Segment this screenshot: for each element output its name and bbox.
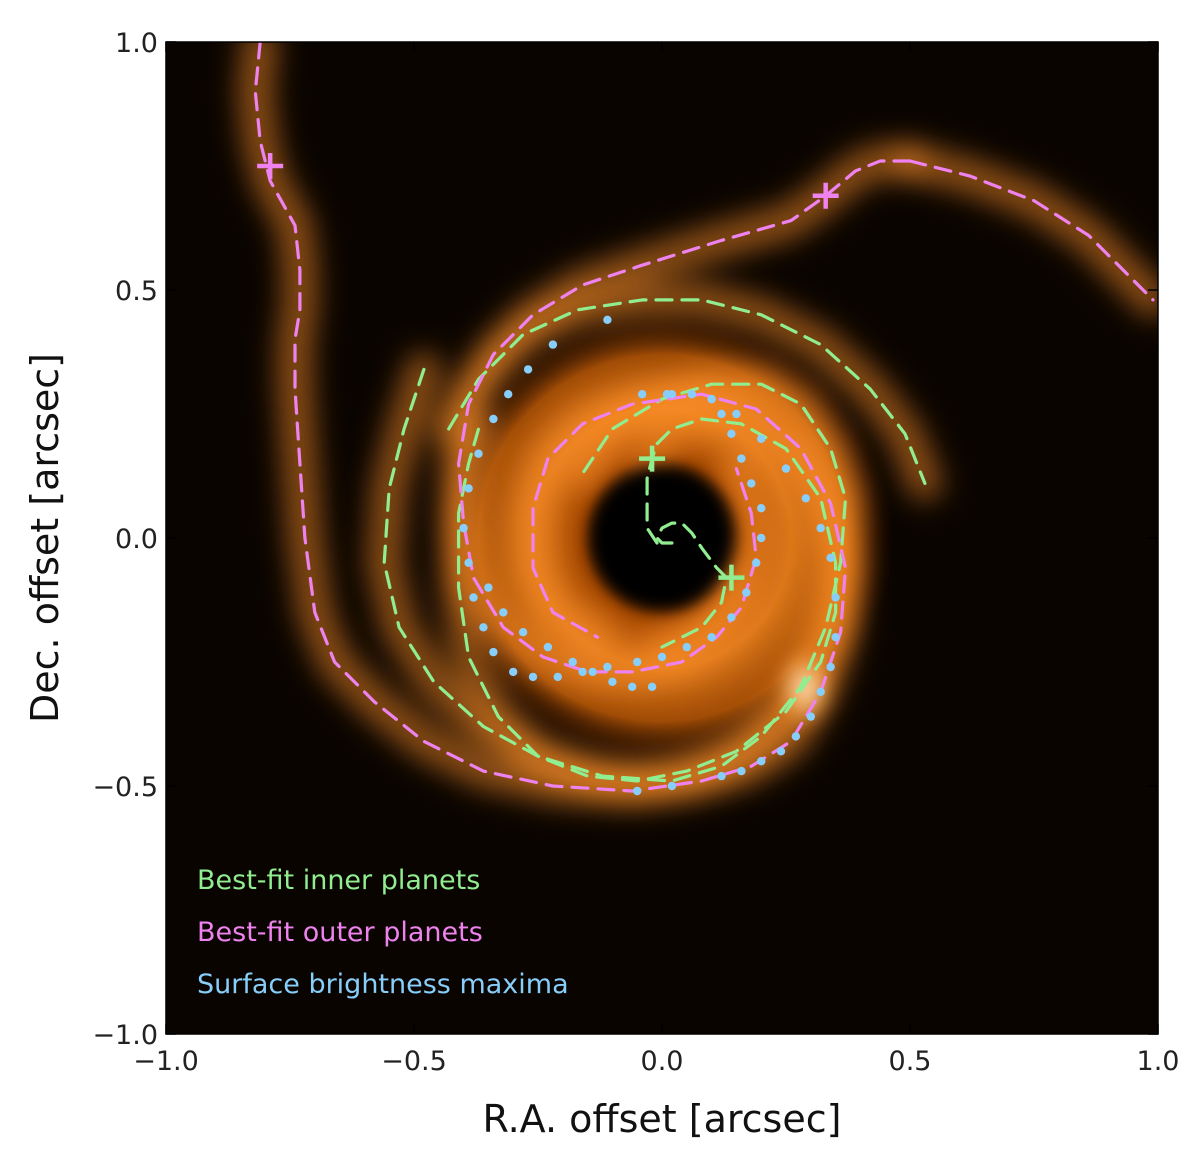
planet-marker-inner xyxy=(718,564,745,591)
maxima-point xyxy=(727,613,736,622)
maxima-point xyxy=(791,732,801,741)
maxima-point xyxy=(662,390,672,399)
maxima-point xyxy=(831,633,840,642)
maxima-point xyxy=(459,523,468,533)
maxima-point xyxy=(826,662,835,672)
maxima-point xyxy=(757,533,766,543)
maxima-point xyxy=(742,588,751,597)
maxima-point xyxy=(638,390,647,399)
maxima-point xyxy=(484,583,493,592)
maxima-point xyxy=(801,494,810,503)
central-hole xyxy=(590,466,734,610)
y-tick-label: 0.0 xyxy=(115,524,158,555)
maxima-point xyxy=(757,504,766,513)
legend-item-inner: Best-fit inner planets xyxy=(197,865,480,896)
maxima-point xyxy=(469,593,478,602)
legend-item-outer: Best-fit outer planets xyxy=(197,917,483,948)
maxima-point xyxy=(757,434,766,443)
maxima-point xyxy=(464,484,473,493)
x-axis-label: R.A. offset [arcsec] xyxy=(483,1097,842,1141)
series-layer xyxy=(253,42,1155,796)
maxima-point xyxy=(717,409,726,419)
series-line-outer-arm-1 xyxy=(457,159,912,674)
maxima-point xyxy=(633,657,642,667)
y-axis-label: Dec. offset [arcsec] xyxy=(23,353,67,723)
maxima-point xyxy=(737,454,746,463)
planet-marker-outer xyxy=(257,153,284,179)
maxima-point xyxy=(523,365,533,374)
x-tick-label: 1.0 xyxy=(1137,1046,1180,1077)
maxima-point xyxy=(603,315,612,324)
maxima-point xyxy=(667,781,677,791)
marker-layer xyxy=(257,153,839,591)
maxima-point xyxy=(682,642,691,652)
maxima-point xyxy=(603,662,612,672)
maxima-point xyxy=(826,553,835,562)
legend-item-maxima: Surface brightness maxima xyxy=(197,969,569,1000)
maxima-point xyxy=(543,642,553,652)
bright-spot xyxy=(775,646,835,730)
maxima-point xyxy=(528,672,538,682)
maxima-point xyxy=(717,771,726,781)
maxima-point xyxy=(464,558,473,567)
series-line-inner-arm-3 xyxy=(447,298,927,485)
maxima-point xyxy=(752,558,761,567)
maxima-point xyxy=(727,429,736,438)
x-tick-label: 0.5 xyxy=(889,1046,932,1077)
planet-marker-outer xyxy=(812,182,839,209)
maxima-point xyxy=(732,409,741,419)
y-tick-label: 0.5 xyxy=(115,276,158,307)
maxima-point xyxy=(707,394,716,404)
maxima-point xyxy=(518,628,528,637)
maxima-point xyxy=(504,390,513,399)
series-line-inner-arm-0 xyxy=(655,521,729,649)
maxima-point xyxy=(757,757,766,766)
maxima-point xyxy=(553,672,562,682)
y-tick-label: 1.0 xyxy=(115,28,158,59)
tick-layer: −1.0 −0.5 0.0 0.5 1.0 −1.0 −0.5 0.0 0.5 1.0 xyxy=(92,28,1179,1077)
maxima-point xyxy=(737,766,746,776)
maxima-point xyxy=(489,414,498,424)
maxima-point xyxy=(608,677,617,686)
maxima-point xyxy=(628,682,637,691)
maxima-point xyxy=(747,479,756,488)
planet-marker-inner xyxy=(639,445,666,472)
series-line-outer-arm-0 xyxy=(253,42,848,793)
maxima-point xyxy=(568,657,577,667)
x-tick-label: −0.5 xyxy=(381,1046,447,1077)
maxima-point xyxy=(707,633,716,642)
x-tick-label: −1.0 xyxy=(133,1046,199,1077)
series-line-inner-arm-2 xyxy=(382,367,848,783)
maxima-point xyxy=(647,682,657,691)
maxima-point xyxy=(816,523,825,533)
maxima-point xyxy=(548,340,558,349)
maxima-point xyxy=(489,647,498,657)
maxima-point xyxy=(578,667,587,677)
maxima-point xyxy=(499,608,508,617)
maxima-point xyxy=(474,449,483,458)
maxima-point xyxy=(687,390,696,399)
maxima-point xyxy=(776,747,786,756)
x-tick-label: 0.0 xyxy=(641,1046,684,1077)
maxima-point xyxy=(509,667,518,677)
maxima-point xyxy=(781,464,791,473)
maxima-point xyxy=(657,652,667,662)
maxima-point xyxy=(633,786,642,796)
series-line-outer-arm-2 xyxy=(908,159,1155,302)
legend: Best-fit inner planets Best-fit outer pl… xyxy=(197,865,569,1000)
maxima-point xyxy=(831,593,840,602)
y-tick-label: −0.5 xyxy=(92,772,158,803)
maxima-point xyxy=(588,667,597,677)
maxima-point xyxy=(816,687,825,696)
maxima-point xyxy=(479,623,488,632)
y-tick-label: −1.0 xyxy=(92,1020,158,1051)
maxima-point xyxy=(806,712,815,721)
